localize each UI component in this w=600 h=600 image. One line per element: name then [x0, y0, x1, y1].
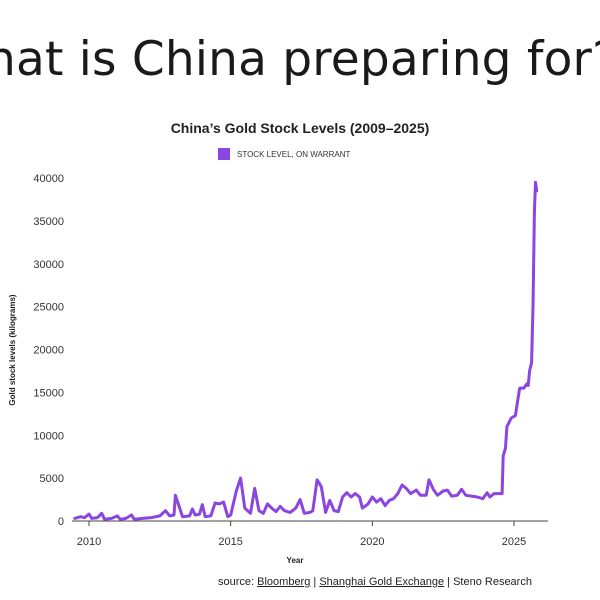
x-tick-label: 2010	[77, 536, 101, 548]
source-steno: Steno Research	[453, 576, 532, 588]
chart-series	[73, 180, 539, 521]
y-tick-label: 0	[58, 516, 64, 528]
y-tick-label: 5000	[40, 473, 64, 485]
series-line-stock-level	[73, 180, 539, 521]
source-line: source: Bloomberg | Shanghai Gold Exchan…	[218, 576, 532, 588]
y-axis-title: Gold stock levels (kilograms)	[8, 294, 17, 405]
y-tick-label: 10000	[33, 430, 64, 442]
x-tick-label: 2025	[502, 536, 526, 548]
source-prefix: source:	[218, 576, 258, 588]
x-tick-label: 2020	[360, 536, 384, 548]
y-tick-label: 25000	[33, 302, 64, 314]
chart-ticks: 2010 2015 2020 2025 0 5000 10000 15000 20000 2500…	[33, 173, 526, 548]
legend-swatch	[218, 148, 230, 160]
y-tick-label: 15000	[33, 387, 64, 399]
y-tick-label: 40000	[33, 173, 64, 185]
y-tick-label: 30000	[33, 259, 64, 271]
y-tick-label: 20000	[33, 345, 64, 357]
x-axis-title: Year	[287, 556, 304, 565]
slide-title: hat is China preparing for?	[0, 32, 600, 87]
source-link-sge[interactable]: Shanghai Gold Exchange	[319, 576, 445, 588]
source-link-bloomberg[interactable]: Bloomberg	[257, 576, 311, 588]
x-tick-label: 2015	[218, 536, 242, 548]
y-tick-label: 35000	[33, 216, 64, 228]
source-separator: |	[310, 576, 320, 588]
chart-legend: STOCK LEVEL, ON WARRANT	[218, 148, 350, 160]
source-separator: |	[444, 576, 454, 588]
chart-title: China’s Gold Stock Levels (2009–2025)	[170, 120, 430, 136]
legend-label: STOCK LEVEL, ON WARRANT	[237, 149, 351, 159]
